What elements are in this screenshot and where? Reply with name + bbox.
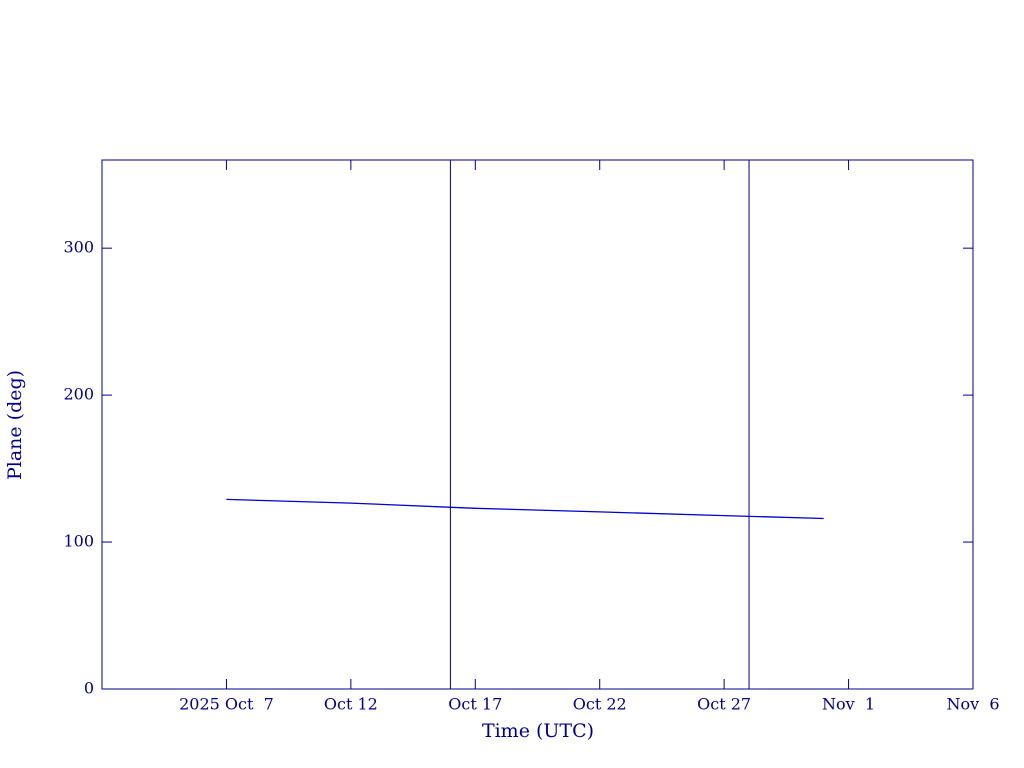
data-line — [226, 498, 824, 520]
x-tick-label: Oct 12 — [324, 695, 378, 714]
y-tick-label: 300 — [63, 238, 94, 257]
y-tick-label: 200 — [63, 385, 94, 404]
y-axis-label: Plane (deg) — [4, 370, 26, 480]
y-tick-label: 100 — [63, 532, 94, 551]
y-tick-label: 0 — [84, 679, 94, 698]
plot-frame — [101, 159, 974, 690]
x-tick-label: Oct 17 — [448, 695, 502, 714]
x-tick-label: Oct 27 — [697, 695, 751, 714]
x-axis-label: Time (UTC) — [482, 720, 594, 742]
x-tick-label: Nov 1 — [822, 695, 875, 714]
x-tick-label: 2025 Oct 7 — [179, 695, 274, 714]
x-tick-label: Oct 22 — [573, 695, 627, 714]
x-tick-label: Nov 6 — [946, 695, 999, 714]
